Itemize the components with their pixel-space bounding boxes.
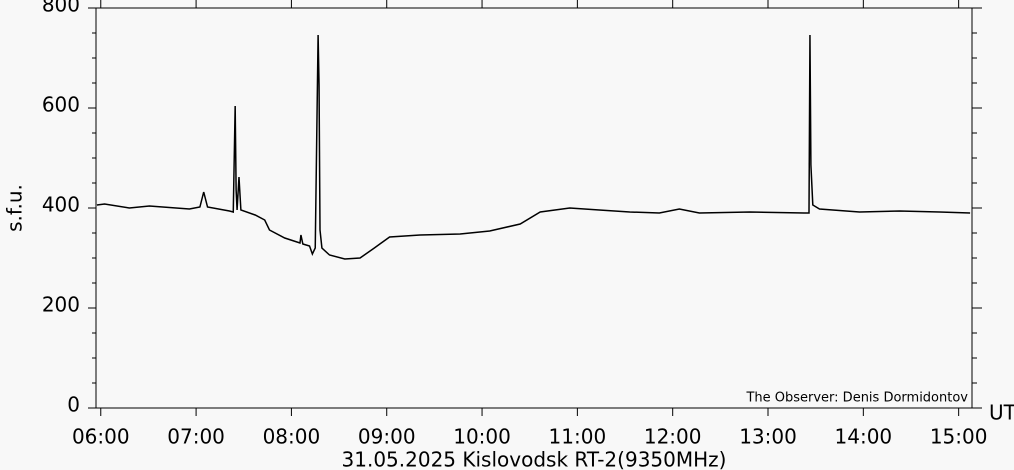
x-tick-label: 11:00 <box>549 425 607 449</box>
x-tick-label: 13:00 <box>739 425 797 449</box>
x-tick-label: 06:00 <box>72 425 130 449</box>
x-tick-label: 15:00 <box>930 425 988 449</box>
x-tick-label: 10:00 <box>453 425 511 449</box>
x-tick-label: 08:00 <box>263 425 321 449</box>
y-tick-label: 800 <box>42 0 80 17</box>
y-tick-label: 600 <box>42 93 80 117</box>
y-tick-label: 400 <box>42 193 80 217</box>
data-line <box>96 34 971 260</box>
y-tick-label: 0 <box>67 393 80 417</box>
x-tick-label: 12:00 <box>644 425 702 449</box>
x-unit: UT <box>989 401 1014 425</box>
x-tick-label: 09:00 <box>358 425 416 449</box>
x-axis-label: 31.05.2025 Kislovodsk RT-2(9350MHz) <box>342 448 727 470</box>
y-axis-label: s.f.u. <box>3 184 27 232</box>
annotation: The Observer: Denis Dormidontov <box>745 391 968 406</box>
plot-frame <box>95 7 973 409</box>
y-tick-label: 200 <box>42 293 80 317</box>
x-tick-label: 07:00 <box>167 425 225 449</box>
x-tick-label: 14:00 <box>835 425 893 449</box>
